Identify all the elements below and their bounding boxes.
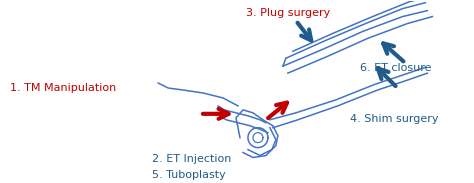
Text: 4. Shim surgery: 4. Shim surgery: [350, 114, 439, 124]
Text: 3. Plug surgery: 3. Plug surgery: [246, 8, 331, 18]
Text: 1. TM Manipulation: 1. TM Manipulation: [10, 83, 117, 93]
Text: 6. ET closure: 6. ET closure: [360, 63, 431, 73]
Text: 2. ET Injection: 2. ET Injection: [152, 154, 231, 164]
Text: 5. Tuboplasty: 5. Tuboplasty: [152, 170, 226, 180]
